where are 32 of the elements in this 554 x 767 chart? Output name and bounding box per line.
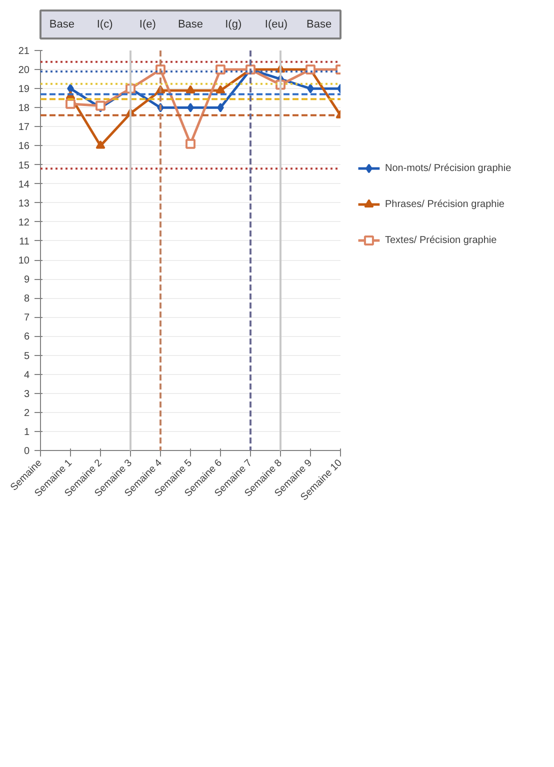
text: Base	[49, 18, 74, 30]
y-tick-label: 5	[24, 350, 30, 362]
text: I(e)	[139, 18, 156, 30]
text: Base	[178, 18, 204, 30]
y-tick-label: 10	[18, 256, 30, 267]
y-tick-label: 4	[24, 370, 30, 381]
y-tick-label: 15	[18, 160, 30, 172]
y-tick-label: 16	[18, 141, 30, 152]
y-tick-label: 19	[18, 84, 30, 96]
y-tick-label: 18	[18, 103, 30, 114]
y-tick-label: 6	[24, 332, 30, 343]
legend-label: Textes/ Précision graphie	[384, 235, 498, 246]
y-tick-label: 13	[18, 198, 30, 210]
y-tick-label: 12	[18, 217, 30, 228]
text: I(c)	[96, 18, 113, 30]
y-tick-label: 3	[24, 388, 30, 400]
text: I(eu)	[264, 18, 288, 30]
y-tick-label: 11	[19, 236, 30, 248]
y-tick-label: 2	[24, 408, 30, 419]
y-tick-label: 8	[24, 294, 30, 305]
text: Base	[306, 18, 332, 30]
y-tick-label: 7	[24, 312, 30, 324]
y-tick-label: 9	[24, 274, 30, 286]
text: I(g)	[225, 18, 242, 30]
y-tick-label: 1	[24, 426, 30, 438]
legend-label: Non-mots/ Précision graphie	[384, 163, 512, 174]
y-tick-label: 14	[18, 179, 30, 190]
y-tick-label: 20	[18, 65, 30, 76]
y-tick-label: 0	[24, 446, 30, 457]
legend-label: Phrases/ Précision graphie	[384, 199, 505, 210]
y-tick-label: 21	[18, 46, 30, 57]
y-tick-label: 17	[18, 122, 30, 134]
